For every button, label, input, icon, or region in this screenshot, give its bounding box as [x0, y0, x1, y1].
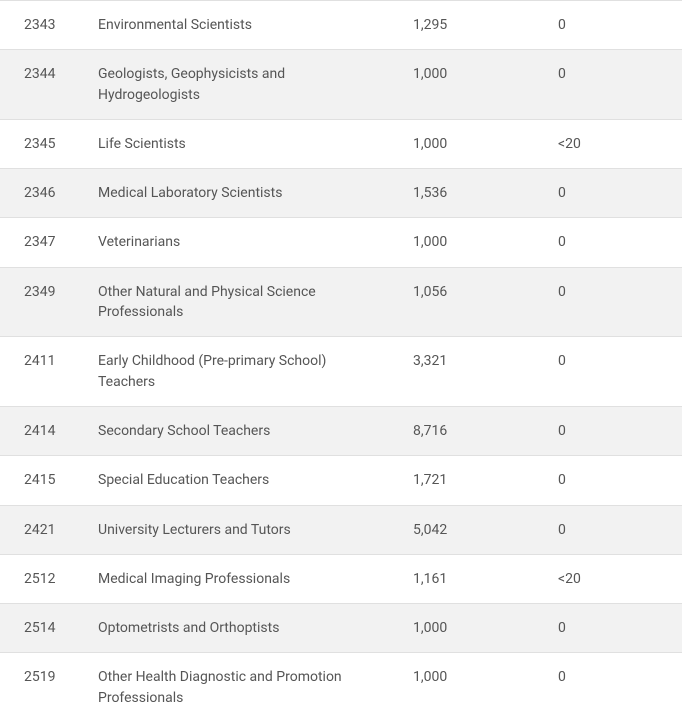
- cell-val1: 1,000: [403, 653, 548, 722]
- cell-val2: 0: [548, 337, 682, 407]
- cell-code: 2514: [0, 604, 88, 653]
- table-row: 2411Early Childhood (Pre-primary School)…: [0, 337, 682, 407]
- cell-code: 2344: [0, 50, 88, 120]
- table-row: 2343Environmental Scientists1,2950: [0, 1, 682, 50]
- table-row: 2514Optometrists and Orthoptists1,0000: [0, 604, 682, 653]
- cell-name: Medical Imaging Professionals: [88, 554, 403, 603]
- cell-val1: 3,321: [403, 337, 548, 407]
- cell-name: University Lecturers and Tutors: [88, 505, 403, 554]
- cell-val2: 0: [548, 406, 682, 455]
- cell-val2: 0: [548, 456, 682, 505]
- cell-val2: 0: [548, 267, 682, 337]
- cell-name: Special Education Teachers: [88, 456, 403, 505]
- cell-name: Other Natural and Physical Science Profe…: [88, 267, 403, 337]
- table-row: 2349Other Natural and Physical Science P…: [0, 267, 682, 337]
- cell-val1: 1,000: [403, 218, 548, 267]
- cell-val1: 1,295: [403, 1, 548, 50]
- table-row: 2345Life Scientists1,000<20: [0, 119, 682, 168]
- cell-name: Geologists, Geophysicists and Hydrogeolo…: [88, 50, 403, 120]
- cell-val2: 0: [548, 1, 682, 50]
- cell-code: 2343: [0, 1, 88, 50]
- occupation-table: 2343Environmental Scientists1,29502344Ge…: [0, 0, 682, 722]
- cell-val1: 1,536: [403, 169, 548, 218]
- cell-name: Environmental Scientists: [88, 1, 403, 50]
- cell-code: 2411: [0, 337, 88, 407]
- cell-code: 2349: [0, 267, 88, 337]
- cell-val2: <20: [548, 119, 682, 168]
- cell-name: Early Childhood (Pre-primary School) Tea…: [88, 337, 403, 407]
- cell-code: 2421: [0, 505, 88, 554]
- cell-name: Medical Laboratory Scientists: [88, 169, 403, 218]
- cell-val2: 0: [548, 505, 682, 554]
- cell-code: 2512: [0, 554, 88, 603]
- cell-name: Life Scientists: [88, 119, 403, 168]
- cell-code: 2519: [0, 653, 88, 722]
- cell-code: 2345: [0, 119, 88, 168]
- cell-val1: 1,000: [403, 119, 548, 168]
- cell-val1: 5,042: [403, 505, 548, 554]
- cell-name: Secondary School Teachers: [88, 406, 403, 455]
- cell-name: Other Health Diagnostic and Promotion Pr…: [88, 653, 403, 722]
- cell-name: Optometrists and Orthoptists: [88, 604, 403, 653]
- cell-val2: 0: [548, 218, 682, 267]
- table-row: 2415Special Education Teachers1,7210: [0, 456, 682, 505]
- table-row: 2344Geologists, Geophysicists and Hydrog…: [0, 50, 682, 120]
- cell-val1: 1,000: [403, 604, 548, 653]
- cell-val2: 0: [548, 653, 682, 722]
- cell-val2: 0: [548, 604, 682, 653]
- cell-val1: 8,716: [403, 406, 548, 455]
- cell-val1: 1,056: [403, 267, 548, 337]
- table-row: 2421University Lecturers and Tutors5,042…: [0, 505, 682, 554]
- cell-val1: 1,721: [403, 456, 548, 505]
- cell-code: 2415: [0, 456, 88, 505]
- cell-val2: <20: [548, 554, 682, 603]
- table-row: 2519Other Health Diagnostic and Promotio…: [0, 653, 682, 722]
- cell-val2: 0: [548, 50, 682, 120]
- table-row: 2346Medical Laboratory Scientists1,5360: [0, 169, 682, 218]
- table-row: 2347Veterinarians1,0000: [0, 218, 682, 267]
- cell-code: 2414: [0, 406, 88, 455]
- cell-name: Veterinarians: [88, 218, 403, 267]
- cell-val1: 1,000: [403, 50, 548, 120]
- table-row: 2414Secondary School Teachers8,7160: [0, 406, 682, 455]
- table-row: 2512Medical Imaging Professionals1,161<2…: [0, 554, 682, 603]
- cell-code: 2347: [0, 218, 88, 267]
- cell-val2: 0: [548, 169, 682, 218]
- cell-val1: 1,161: [403, 554, 548, 603]
- cell-code: 2346: [0, 169, 88, 218]
